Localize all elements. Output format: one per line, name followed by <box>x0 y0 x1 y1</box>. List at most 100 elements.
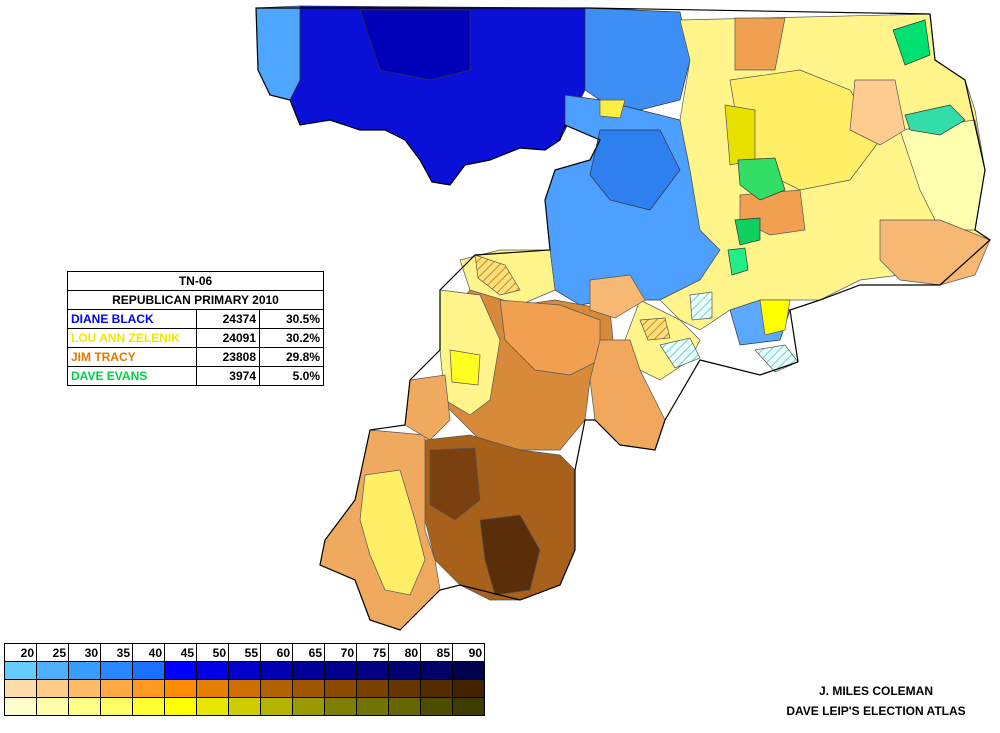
results-subtitle: REPUBLICAN PRIMARY 2010 <box>67 290 324 310</box>
precinct-orange-light <box>499 299 601 376</box>
candidate-pct: 29.8% <box>259 347 324 367</box>
candidate-votes: 24374 <box>196 309 260 329</box>
precinct-yellow-small <box>599 99 626 119</box>
legend-swatch <box>228 661 261 680</box>
candidate-pct: 30.5% <box>259 309 324 329</box>
precinct-navy <box>359 9 471 81</box>
legend-tick: 30 <box>68 643 101 662</box>
legend-tick: 45 <box>164 643 197 662</box>
legend-swatch <box>196 697 229 716</box>
legend-swatch <box>228 697 261 716</box>
precinct-hatched-northwest <box>474 254 521 296</box>
candidate-votes: 3974 <box>196 366 260 386</box>
precinct-hatched-southeast <box>754 344 799 373</box>
candidate-name: DAVE EVANS <box>67 366 197 386</box>
legend-swatch <box>164 679 197 698</box>
district-boundary <box>255 7 991 631</box>
precinct-yellow-bright-west <box>449 349 481 386</box>
legend-tick: 80 <box>388 643 421 662</box>
legend-tick: 35 <box>100 643 133 662</box>
legend-swatch <box>100 661 133 680</box>
legend-swatch <box>388 697 421 716</box>
legend-swatch <box>68 679 101 698</box>
precinct-orange-east <box>879 219 991 286</box>
legend-swatch <box>260 697 293 716</box>
candidate-row: DIANE BLACK 24374 30.5% <box>67 309 324 329</box>
legend-tick: 60 <box>260 643 293 662</box>
legend-swatch <box>68 661 101 680</box>
legend-scale-row <box>4 697 485 716</box>
candidate-name: JIM TRACY <box>67 347 197 367</box>
credit-source: DAVE LEIP'S ELECTION ATLAS <box>786 704 966 718</box>
precinct-teal-east <box>904 104 966 136</box>
legend-swatch <box>356 697 389 716</box>
precinct-mid-blue-east <box>584 7 691 111</box>
results-title-row: TN-06 <box>67 271 324 291</box>
legend-scale-row <box>4 661 485 680</box>
legend-swatch <box>132 661 165 680</box>
precinct-green-small <box>727 247 749 276</box>
candidate-pct: 30.2% <box>259 328 324 348</box>
candidate-row: LOU ANN ZELENIK 24091 30.2% <box>67 328 324 348</box>
precinct-hatched-center <box>689 291 713 321</box>
legend-swatch <box>420 697 453 716</box>
legend-swatch <box>420 679 453 698</box>
legend-swatch <box>452 679 485 698</box>
legend-tick: 20 <box>4 643 37 662</box>
precinct-yellow-bright <box>759 299 791 336</box>
precinct-green-south <box>734 217 761 246</box>
legend-swatch <box>452 697 485 716</box>
legend-swatch <box>36 679 69 698</box>
legend-swatch <box>292 679 325 698</box>
precinct-yellow-inner-west <box>439 289 501 416</box>
legend-swatch <box>36 661 69 680</box>
legend-tick-row: 20 25 30 35 40 45 50 55 60 65 70 75 80 85 90 <box>4 643 485 662</box>
legend-swatch <box>4 661 37 680</box>
legend-swatch <box>100 697 133 716</box>
legend-swatch <box>388 679 421 698</box>
legend-scale-row <box>4 679 485 698</box>
legend-swatch <box>260 679 293 698</box>
legend-tick: 25 <box>36 643 69 662</box>
legend-swatch <box>292 697 325 716</box>
legend-swatch <box>4 679 37 698</box>
legend-swatch <box>4 697 37 716</box>
legend-swatch <box>292 661 325 680</box>
precinct-orange-sw-center <box>589 274 646 319</box>
results-title: TN-06 <box>67 271 324 291</box>
results-subtitle-row: REPUBLICAN PRIMARY 2010 <box>67 290 324 310</box>
precinct-hatched-south <box>659 337 701 369</box>
legend-tick: 55 <box>228 643 261 662</box>
candidate-name: LOU ANN ZELENIK <box>67 328 197 348</box>
legend-swatch <box>420 661 453 680</box>
legend-tick: 70 <box>324 643 357 662</box>
legend-swatch <box>452 661 485 680</box>
legend-swatch <box>196 679 229 698</box>
map-credit: J. MILES COLEMAN DAVE LEIP'S ELECTION AT… <box>770 681 982 721</box>
legend-swatch <box>164 697 197 716</box>
results-table: TN-06 REPUBLICAN PRIMARY 2010 DIANE BLAC… <box>67 271 324 386</box>
legend-swatch <box>164 661 197 680</box>
evans-region <box>727 19 966 276</box>
legend-tick: 75 <box>356 643 389 662</box>
credit-author: J. MILES COLEMAN <box>818 684 933 698</box>
precinct-orange-north <box>734 17 786 71</box>
precinct-green-center <box>737 157 786 201</box>
legend-swatch <box>356 661 389 680</box>
precinct-light-blue-nw <box>255 5 301 101</box>
legend-swatch <box>100 679 133 698</box>
legend-swatch <box>68 697 101 716</box>
legend-swatch <box>324 661 357 680</box>
legend-tick: 90 <box>452 643 485 662</box>
legend-swatch <box>132 679 165 698</box>
candidate-votes: 24091 <box>196 328 260 348</box>
precinct-hatched-peach <box>639 317 671 341</box>
tracy-region <box>319 17 991 631</box>
legend-tick: 85 <box>420 643 453 662</box>
legend-tick: 40 <box>132 643 165 662</box>
precinct-brown-darkest <box>479 514 541 596</box>
legend-swatch <box>36 697 69 716</box>
precinct-peach-north <box>849 79 906 146</box>
precinct-blue-inner <box>589 129 681 211</box>
